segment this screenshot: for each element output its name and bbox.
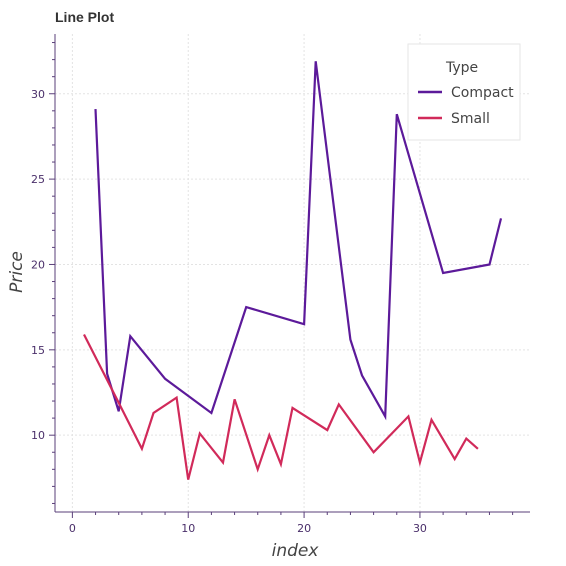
legend-label-small: Small [451,111,490,127]
y-tick-label: 10 [31,429,45,442]
x-tick-label: 20 [297,522,311,535]
x-tick-label: 30 [413,522,427,535]
y-tick-label: 30 [31,88,45,101]
series [83,61,503,480]
y-tick-label: 20 [31,258,45,271]
legend-title: Type [445,60,478,76]
axes [54,34,530,513]
legend-label-compact: Compact [451,85,514,101]
grid [55,34,530,512]
y-tick-label: 15 [31,344,45,357]
x-tick-label: 10 [181,522,195,535]
y-axis-label: Price [7,251,27,293]
series-line-small [83,334,479,480]
series-line-compact [94,61,503,421]
y-tick-label: 25 [31,173,45,186]
x-tick-label: 0 [69,522,76,535]
x-axis-label: index [272,541,320,561]
chart-title: Line Plot [55,9,114,25]
ticks: 0 10 20 30 10 15 20 25 30 [31,42,514,535]
legend: Type Compact Small [407,43,521,141]
